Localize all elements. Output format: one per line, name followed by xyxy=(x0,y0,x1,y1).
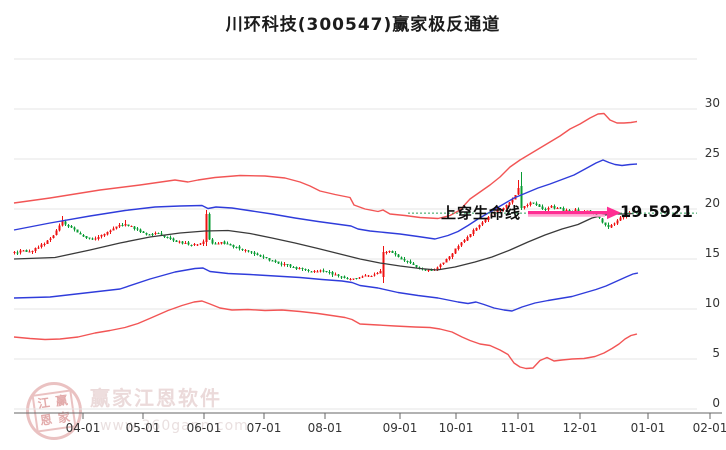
chart-title: 川环科技(300547)赢家极反通道 xyxy=(225,15,501,35)
candlesticks xyxy=(13,172,631,283)
price-label: 19.5921 xyxy=(620,202,693,221)
x-axis-labels: 04-01 05-01 06-01 07-01 08-01 09-01 10-01 11-01… xyxy=(66,421,726,435)
svg-text:02-01: 02-01 xyxy=(693,421,726,435)
svg-text:06-01: 06-01 xyxy=(187,421,222,435)
channel-outer_bottom xyxy=(13,300,638,370)
signal-label: 上穿生命线 xyxy=(441,204,522,222)
channel-life xyxy=(13,212,634,271)
svg-text:07-01: 07-01 xyxy=(247,421,282,435)
svg-text:01-01: 01-01 xyxy=(631,421,666,435)
svg-text:30: 30 xyxy=(705,96,720,110)
svg-text:09-01: 09-01 xyxy=(383,421,418,435)
svg-text:10-01: 10-01 xyxy=(439,421,474,435)
svg-text:04-01: 04-01 xyxy=(66,421,101,435)
y-axis-labels: 30 25 20 15 10 5 0 xyxy=(705,96,720,410)
svg-text:10: 10 xyxy=(705,296,720,310)
svg-text:11-01: 11-01 xyxy=(501,421,536,435)
channel-outer_top xyxy=(13,112,638,220)
svg-text:12-01: 12-01 xyxy=(563,421,598,435)
channel-lines xyxy=(13,112,639,370)
svg-text:15: 15 xyxy=(705,246,720,260)
channel-inner_top xyxy=(13,159,638,240)
x-axis xyxy=(14,412,722,419)
svg-text:08-01: 08-01 xyxy=(308,421,343,435)
svg-text:20: 20 xyxy=(705,196,720,210)
svg-text:25: 25 xyxy=(705,146,720,160)
signal-arrow xyxy=(528,206,621,220)
svg-text:0: 0 xyxy=(712,396,720,410)
svg-text:05-01: 05-01 xyxy=(126,421,161,435)
channel-inner_bottom xyxy=(13,267,639,312)
svg-text:5: 5 xyxy=(712,346,720,360)
